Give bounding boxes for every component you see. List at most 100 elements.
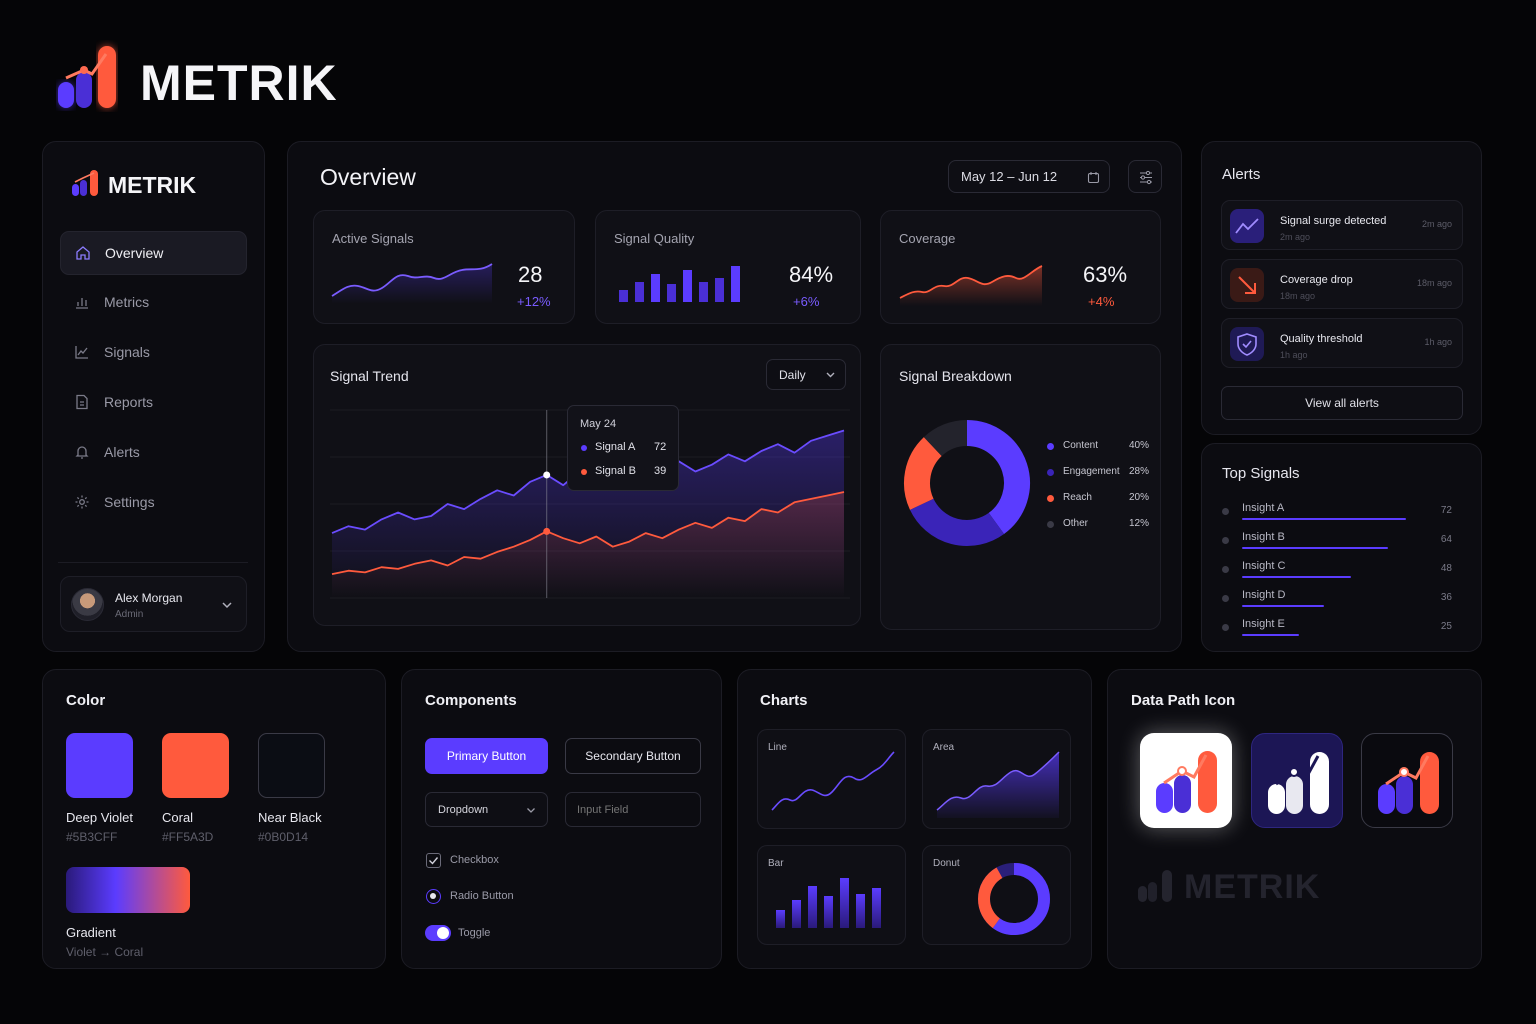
input-field[interactable] bbox=[565, 792, 701, 827]
chart-tooltip: May 24 Signal A 72 Signal B 39 bbox=[567, 405, 679, 491]
tile-label: Donut bbox=[933, 858, 960, 869]
radio-button[interactable] bbox=[426, 889, 441, 904]
top-signal-row[interactable]: Insight E 25 bbox=[1222, 618, 1452, 640]
filter-button[interactable] bbox=[1128, 160, 1162, 193]
legend-label: Reach bbox=[1063, 492, 1092, 503]
sidebar-item-overview[interactable]: Overview bbox=[60, 231, 247, 275]
top-signal-row[interactable]: Insight D 36 bbox=[1222, 589, 1452, 611]
kpi-delta: +6% bbox=[793, 294, 820, 309]
bell-icon bbox=[75, 446, 89, 459]
legend-item: Engagement 28% bbox=[1047, 466, 1149, 480]
chart-tile-line: Line bbox=[757, 729, 906, 829]
document-icon bbox=[76, 394, 88, 410]
watermark-brand-name: METRIK bbox=[1184, 868, 1321, 906]
donut-slice-engagement bbox=[910, 498, 1005, 546]
color-title: Color bbox=[66, 692, 106, 709]
alert-time: 18m ago bbox=[1416, 278, 1452, 288]
sidebar-item-signals[interactable]: Signals bbox=[60, 330, 247, 374]
period-dropdown[interactable]: Daily bbox=[766, 359, 846, 390]
sidebar-item-alerts[interactable]: Alerts bbox=[60, 430, 247, 474]
primary-button[interactable]: Primary Button bbox=[425, 738, 548, 774]
alert-time: 2m ago bbox=[1421, 219, 1452, 229]
date-range-picker[interactable]: May 12 – Jun 12 bbox=[948, 160, 1110, 193]
calendar-icon bbox=[1087, 172, 1100, 184]
legend-label: Other bbox=[1063, 518, 1089, 529]
signal-value: 25 bbox=[1440, 621, 1452, 632]
dropdown[interactable]: Dropdown bbox=[425, 792, 548, 827]
secondary-button[interactable]: Secondary Button bbox=[565, 738, 701, 774]
signal-trend-title: Signal Trend bbox=[330, 368, 409, 384]
radio-label: Radio Button bbox=[450, 890, 514, 902]
page-title: Overview bbox=[320, 164, 416, 190]
toggle-switch[interactable] bbox=[425, 925, 451, 941]
donut-chart-sample bbox=[978, 863, 1050, 935]
sidebar bbox=[42, 141, 265, 652]
hero-brand-name: METRIK bbox=[140, 55, 338, 111]
legend-dot bbox=[1047, 469, 1054, 476]
swatch-name: Deep Violet bbox=[66, 810, 133, 825]
signal-value: 72 bbox=[1440, 505, 1452, 516]
signal-bar bbox=[1242, 634, 1299, 636]
icon-section-title: Data Path Icon bbox=[1131, 692, 1236, 709]
tile-label: Bar bbox=[768, 858, 784, 869]
sidebar-item-settings[interactable]: Settings bbox=[60, 480, 247, 524]
alert-item[interactable]: Coverage drop 18m ago 18m ago bbox=[1221, 259, 1463, 309]
tooltip-dot-b bbox=[581, 469, 587, 475]
alert-ago: 2m ago bbox=[1280, 232, 1311, 242]
sidebar-item-label: Metrics bbox=[104, 294, 150, 310]
home-icon bbox=[76, 246, 90, 260]
signal-label: Insight A bbox=[1242, 502, 1285, 514]
avatar bbox=[71, 588, 104, 621]
donut-slice-reach bbox=[904, 437, 943, 510]
tooltip-date: May 24 bbox=[580, 418, 617, 430]
sidebar-item-reports[interactable]: Reports bbox=[60, 380, 247, 424]
breakdown-donut-chart bbox=[904, 420, 1030, 546]
alert-item[interactable]: Quality threshold 1h ago 1h ago bbox=[1221, 318, 1463, 368]
alert-ago: 18m ago bbox=[1280, 291, 1316, 301]
user-role: Admin bbox=[115, 609, 144, 620]
series-line-1 bbox=[331, 491, 845, 575]
bar-chart-icon bbox=[76, 298, 88, 309]
highlight-point-b bbox=[543, 527, 551, 535]
chart-tile-bar: Bar bbox=[757, 845, 906, 945]
alert-title: Signal surge detected bbox=[1280, 215, 1387, 227]
top-signal-row[interactable]: Insight C 48 bbox=[1222, 560, 1452, 582]
legend-dot bbox=[1047, 521, 1054, 528]
gear-icon bbox=[75, 495, 89, 509]
swatch-deep-violet bbox=[66, 733, 133, 798]
legend-item: Other 12% bbox=[1047, 518, 1149, 532]
swatch-near-black bbox=[258, 733, 325, 798]
period-dropdown-label: Daily bbox=[779, 368, 806, 382]
signal-label: Insight B bbox=[1242, 531, 1285, 543]
swatch-hex: #5B3CFF bbox=[66, 830, 118, 844]
chevron-down-icon bbox=[826, 372, 835, 378]
bar-chart-sample bbox=[776, 878, 881, 928]
donut-slice-content bbox=[966, 420, 1030, 534]
gradient-desc: Violet → Coral bbox=[66, 945, 144, 959]
top-signal-row[interactable]: Insight A 72 bbox=[1222, 502, 1452, 524]
signal-bar bbox=[1242, 576, 1352, 578]
kpi-card-active-signals bbox=[313, 210, 575, 324]
signal-value: 64 bbox=[1440, 534, 1452, 545]
view-all-alerts-label: View all alerts bbox=[1305, 396, 1379, 410]
user-menu[interactable]: Alex Morgan Admin bbox=[60, 576, 247, 632]
kpi-value: 28 bbox=[518, 262, 543, 287]
signal-label: Insight D bbox=[1242, 589, 1286, 601]
sidebar-item-metrics[interactable]: Metrics bbox=[60, 280, 247, 324]
sidebar-item-label: Overview bbox=[105, 245, 164, 261]
alert-item[interactable]: Signal surge detected 2m ago 2m ago bbox=[1221, 200, 1463, 250]
dropdown-label: Dropdown bbox=[438, 804, 489, 816]
signal-dot bbox=[1222, 566, 1229, 573]
swatch-hex: #0B0D14 bbox=[258, 830, 309, 844]
top-signals-title: Top Signals bbox=[1222, 465, 1300, 482]
charts-title: Charts bbox=[760, 692, 808, 709]
sidebar-brand-name: METRIK bbox=[108, 172, 197, 198]
checkbox[interactable] bbox=[426, 853, 441, 868]
top-signal-row[interactable]: Insight B 64 bbox=[1222, 531, 1452, 553]
radio-dot bbox=[430, 893, 436, 899]
legend-label: Content bbox=[1063, 440, 1099, 451]
signal-bar bbox=[1242, 547, 1388, 549]
swatch-hex: #FF5A3D bbox=[162, 830, 214, 844]
kpi-value: 84% bbox=[789, 262, 834, 287]
view-all-alerts-button[interactable]: View all alerts bbox=[1221, 386, 1463, 420]
